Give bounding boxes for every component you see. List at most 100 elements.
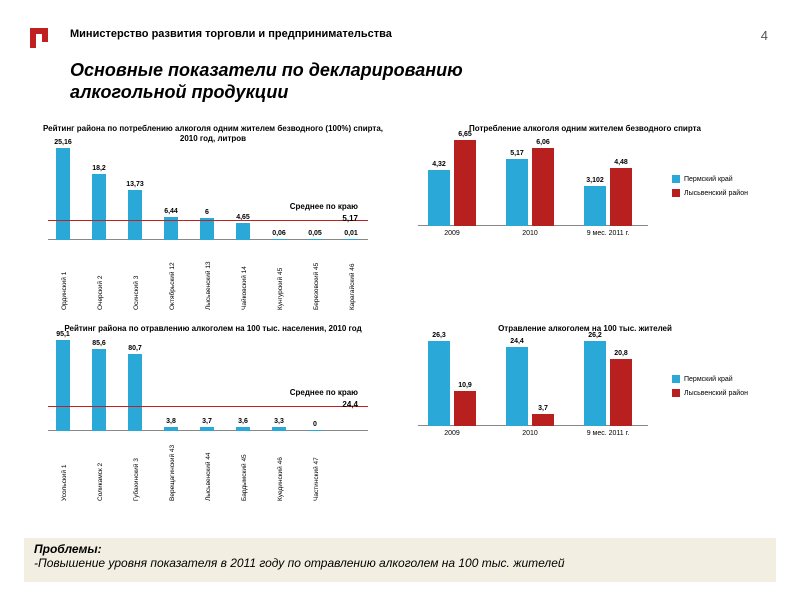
ministry-label: Министерство развития торговли и предпри… — [70, 28, 392, 40]
bar — [428, 170, 450, 226]
bar-value-label: 4,48 — [614, 159, 628, 166]
bar — [584, 186, 606, 226]
bar-value-label: 85,6 — [92, 340, 106, 347]
category-label: Ординский 1 — [61, 272, 68, 310]
chart-plot: 4,326,655,176,063,1024,48 — [418, 136, 648, 226]
category-axis: 2009 2010 9 мес. 2011 г. — [418, 426, 772, 442]
legend-label: Лысьвенский район — [684, 190, 748, 197]
bar-value-label: 0,05 — [308, 230, 322, 237]
legend-swatch — [672, 175, 680, 183]
chart-consumption-per-capita: Потребление алкоголя одним жителем безво… — [398, 120, 772, 320]
bar — [92, 174, 106, 241]
bar-value-label: 3,6 — [238, 418, 248, 425]
footer-line: -Повышение уровня показателя в 2011 году… — [34, 556, 766, 570]
bar — [200, 218, 214, 240]
category-label: Октябрьский 12 — [169, 263, 176, 311]
category-label: 2010 — [522, 430, 538, 437]
bar-value-label: 6,44 — [164, 208, 178, 215]
category-label: Соликамск 2 — [97, 462, 104, 500]
page-number: 4 — [761, 28, 768, 43]
legend: Пермский край Лысьвенский район — [672, 175, 762, 203]
chart-title: Рейтинг района по потреблению алкоголя о… — [38, 124, 388, 143]
legend-item: Пермский край — [672, 175, 762, 183]
footer-problems: Проблемы: -Повышение уровня показателя в… — [24, 538, 776, 582]
category-label: Куединский 46 — [277, 457, 284, 501]
category-label: Усольский 1 — [61, 464, 68, 500]
legend-swatch — [672, 189, 680, 197]
category-label: Чайковский 14 — [241, 266, 248, 310]
legend-label: Лысьвенский район — [684, 390, 748, 397]
bar-value-label: 0,01 — [344, 230, 358, 237]
average-value: 5,17 — [342, 214, 358, 223]
bar-value-label: 6 — [205, 209, 209, 216]
legend-swatch — [672, 375, 680, 383]
category-label: 9 мес. 2011 г. — [587, 230, 630, 237]
bar-value-label: 20,8 — [614, 350, 628, 357]
chart-plot: 25,1618,213,736,4464,650,060,050,01Средн… — [48, 145, 368, 240]
legend-label: Пермский край — [684, 376, 733, 383]
category-label: Бардымский 45 — [241, 454, 248, 501]
category-label: Частинский 47 — [313, 457, 320, 501]
legend-swatch — [672, 389, 680, 397]
bar — [428, 341, 450, 426]
bar — [610, 359, 632, 426]
category-label: Кунгурский 45 — [277, 268, 284, 310]
category-label: Губахинский 3 — [133, 458, 140, 501]
bar-value-label: 6,65 — [458, 131, 472, 138]
bar-value-label: 95,1 — [56, 331, 70, 338]
category-axis: Ординский 1 Очерский 2 Осинский 3 Октябрьск… — [48, 240, 398, 312]
average-label: Среднее по краю — [290, 202, 358, 211]
legend-item: Лысьвенский район — [672, 389, 762, 397]
average-line — [48, 406, 368, 407]
legend: Пермский край Лысьвенский район — [672, 375, 762, 403]
category-label: Березовский 45 — [313, 263, 320, 310]
bar-value-label: 3,7 — [202, 418, 212, 425]
average-value: 24,4 — [342, 400, 358, 409]
bar — [56, 340, 70, 430]
category-label: 2010 — [522, 230, 538, 237]
category-label: 9 мес. 2011 г. — [587, 430, 630, 437]
bar-value-label: 10,9 — [458, 382, 472, 389]
bar-value-label: 24,4 — [510, 338, 524, 345]
category-axis: Усольский 1 Соликамск 2 Губахинский 3 Верещ… — [48, 431, 398, 503]
bar — [610, 168, 632, 226]
bar-value-label: 0 — [313, 421, 317, 428]
bar-value-label: 18,2 — [92, 165, 106, 172]
bar-value-label: 6,06 — [536, 139, 550, 146]
average-line — [48, 220, 368, 221]
bar — [506, 347, 528, 425]
bar-value-label: 5,17 — [510, 150, 524, 157]
bar — [454, 391, 476, 426]
category-label: Верещагинский 43 — [169, 444, 176, 500]
category-label: Очерский 2 — [97, 276, 104, 310]
bar — [454, 140, 476, 226]
chart-poisoning-per-100k: Отравление алкоголем на 100 тыс. жителей… — [398, 320, 772, 520]
category-label: Осинский 3 — [133, 276, 140, 310]
bar — [506, 159, 528, 225]
category-label: 2009 — [444, 430, 460, 437]
bar-value-label: 26,2 — [588, 332, 602, 339]
bar-value-label: 3,3 — [274, 418, 284, 425]
category-label: 2009 — [444, 230, 460, 237]
chart-poisoning-rating: Рейтинг района по отравлению алкоголем н… — [28, 320, 398, 520]
chart-title: Отравление алкоголем на 100 тыс. жителей — [408, 324, 762, 334]
bar-value-label: 3,7 — [538, 405, 548, 412]
slide-title: Основные показатели по декларированию ал… — [70, 60, 570, 103]
bar-value-label: 0,06 — [272, 230, 286, 237]
legend-item: Пермский край — [672, 375, 762, 383]
chart-consumption-rating: Рейтинг района по потреблению алкоголя о… — [28, 120, 398, 320]
bar-value-label: 13,73 — [126, 181, 144, 188]
bar — [532, 148, 554, 226]
category-label: Лысьвенский 44 — [205, 452, 212, 501]
category-label: Лысьвенский 13 — [205, 262, 212, 311]
logo-icon — [30, 28, 50, 48]
bar — [584, 341, 606, 425]
bar-value-label: 4,32 — [432, 161, 446, 168]
bar — [128, 190, 142, 240]
average-label: Среднее по краю — [290, 388, 358, 397]
chart-plot: 26,310,924,43,726,220,8 — [418, 336, 648, 426]
bar-value-label: 3,8 — [166, 418, 176, 425]
legend-label: Пермский край — [684, 176, 733, 183]
bar — [532, 414, 554, 426]
category-label: Карагайский 46 — [349, 264, 356, 311]
